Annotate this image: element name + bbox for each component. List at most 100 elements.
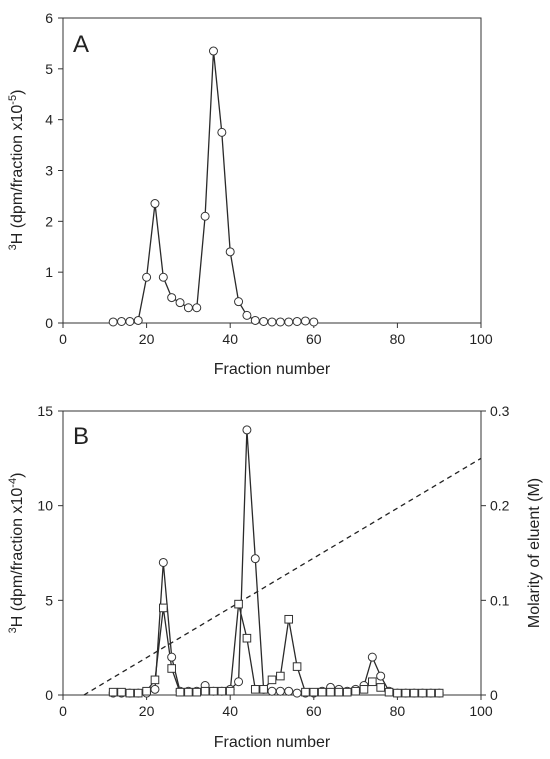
data-point-square	[267, 675, 277, 685]
data-point-square	[159, 603, 168, 613]
data-point-circle	[367, 652, 377, 662]
x-tick-label: 80	[390, 331, 406, 347]
y-tick-label: 3	[45, 163, 53, 179]
data-point-square	[150, 675, 160, 685]
panel-a-y-title-end: )	[9, 90, 26, 95]
panel-a-y-title-sup-post: -5	[7, 95, 19, 105]
x-tick-label: 40	[222, 703, 238, 719]
panel-a-plot-frame	[62, 17, 482, 324]
panel-b-series	[108, 425, 444, 698]
data-point-circle	[267, 317, 277, 327]
data-point-circle	[250, 554, 260, 564]
data-point-square	[175, 687, 185, 697]
data-point-circle	[234, 677, 244, 687]
data-point-circle	[284, 317, 294, 327]
data-point-square	[117, 687, 126, 697]
data-point-circle	[158, 557, 168, 567]
data-point-square	[292, 662, 302, 671]
data-point-square	[426, 688, 436, 698]
data-point-square	[242, 633, 252, 643]
data-point-circle	[267, 686, 277, 696]
data-point-circle	[208, 46, 218, 56]
data-point-square	[326, 687, 335, 697]
data-point-circle	[225, 247, 235, 257]
data-point-square	[317, 687, 327, 697]
y-tick-label: 15	[37, 403, 53, 419]
y2-tick-label: 0.2	[490, 498, 510, 514]
data-point-circle	[108, 317, 118, 327]
panel-a-series	[108, 46, 319, 327]
data-point-square	[393, 688, 402, 698]
panel-a: A 0 20 40 60 80 100 0 1 2 3 4 5 6 Fraction number 3…	[7, 10, 493, 378]
x-tick-label: 0	[59, 331, 67, 347]
panel-b-label: B	[73, 423, 89, 450]
x-tick-label: 20	[139, 331, 155, 347]
data-point-square	[418, 688, 427, 698]
data-point-square	[342, 687, 352, 697]
data-point-circle	[242, 425, 252, 435]
panel-b-y2-ticks: 0 0.1 0.2 0.3	[481, 403, 510, 703]
panel-b-y-title-sup-post: -4	[7, 478, 19, 488]
data-point-circle	[158, 272, 168, 282]
y-tick-label: 5	[45, 61, 53, 77]
data-point-circle	[234, 297, 244, 307]
data-point-square	[250, 685, 260, 694]
x-tick-label: 80	[390, 703, 406, 719]
x-tick-label: 100	[469, 703, 493, 719]
data-point-circle	[292, 688, 302, 698]
panel-b-y-axis-title: 3H (dpm/fraction x10-4)	[7, 473, 26, 634]
data-point-square	[217, 686, 227, 696]
data-point-circle	[150, 199, 160, 209]
y-tick-label: 6	[45, 10, 53, 26]
data-point-square	[301, 687, 310, 697]
data-point-square	[259, 685, 268, 694]
x-tick-label: 40	[222, 331, 238, 347]
panel-b-y-title-main: H (dpm/fraction x10	[9, 488, 26, 628]
data-point-square	[225, 686, 235, 696]
data-point-circle	[259, 316, 269, 326]
y-tick-label: 0	[45, 315, 53, 331]
data-point-square	[334, 687, 344, 697]
panel-a-y-axis-title: 3H (dpm/fraction x10-5)	[7, 90, 26, 251]
panel-b-x-axis-title: Fraction number	[214, 734, 331, 751]
x-tick-label: 20	[139, 703, 155, 719]
y2-tick-label: 0.1	[490, 592, 510, 608]
data-point-square	[284, 614, 294, 624]
data-point-circle	[242, 310, 252, 320]
y-tick-label: 1	[45, 264, 53, 280]
data-point-square	[351, 686, 360, 696]
data-point-square	[368, 677, 377, 687]
x-tick-label: 0	[59, 703, 67, 719]
data-point-square	[133, 688, 143, 698]
panel-b-plot-frame	[62, 410, 482, 696]
data-point-circle	[175, 298, 185, 308]
data-point-square	[276, 671, 285, 681]
data-point-circle	[192, 303, 202, 313]
data-point-circle	[133, 315, 143, 325]
data-point-square	[401, 688, 411, 698]
panel-a-label: A	[73, 31, 89, 58]
data-point-square	[167, 664, 176, 673]
data-point-circle	[250, 315, 260, 325]
data-point-circle	[117, 316, 127, 326]
data-point-square	[108, 687, 118, 697]
data-point-circle	[167, 652, 177, 662]
y-tick-label: 10	[37, 498, 53, 514]
data-point-circle	[284, 686, 294, 696]
data-point-square	[309, 687, 319, 697]
data-point-circle	[200, 211, 210, 221]
panel-b-y2-axis-title: Molarity of eluent (M)	[526, 478, 543, 628]
y-tick-label: 0	[45, 687, 53, 703]
data-point-circle	[292, 316, 302, 326]
data-point-square	[125, 688, 135, 698]
y-tick-label: 5	[45, 592, 53, 608]
panel-a-x-ticks: 0 20 40 60 80 100	[59, 323, 493, 347]
series-line-circle	[113, 50, 314, 323]
panel-b-y-ticks: 0 5 10 15	[37, 403, 63, 703]
x-tick-label: 60	[306, 331, 322, 347]
panel-b: B 0 20 40 60 80 100 0 5 10 15 0 0.1 0.2 0.3 Fractio…	[7, 403, 543, 751]
data-point-circle	[217, 127, 227, 137]
data-point-circle	[142, 272, 152, 282]
panel-a-y-title-sup-pre: 3	[7, 244, 19, 250]
